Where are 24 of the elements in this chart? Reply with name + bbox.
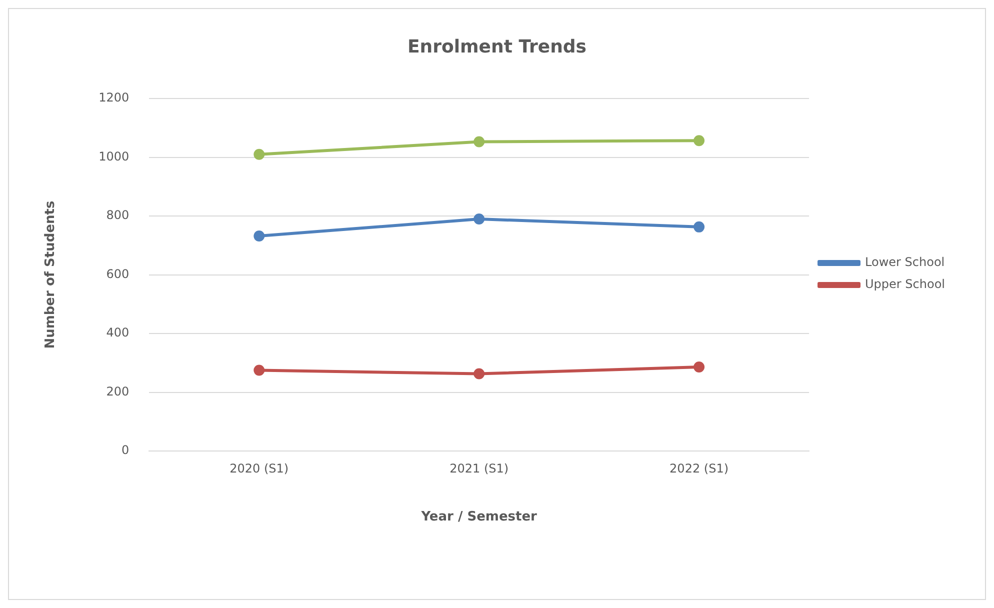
point xyxy=(694,362,705,373)
x-axis-title: Year / Semester xyxy=(420,510,538,525)
y-tick-label: 1000 xyxy=(98,149,130,164)
x-tick-label: 2020 (S1) xyxy=(230,461,289,476)
point xyxy=(254,230,265,242)
y-tick-label: 800 xyxy=(106,208,130,222)
point xyxy=(474,136,485,148)
y-axis-title: Number of Students xyxy=(43,200,58,349)
y-tick-label: 0 xyxy=(122,443,130,458)
point xyxy=(254,148,265,160)
point xyxy=(474,368,485,380)
chart-title: Enrolment Trends xyxy=(408,36,586,58)
y-tick-label: 200 xyxy=(106,384,130,398)
legend-label: Lower School xyxy=(865,255,945,270)
y-tick-label: 600 xyxy=(106,266,130,281)
y-tick-label: 400 xyxy=(106,326,130,340)
x-tick-label: 2022 (S1) xyxy=(670,461,729,476)
legend-label: Upper School xyxy=(865,277,946,292)
y-tick-label: 1200 xyxy=(98,90,130,105)
point xyxy=(694,221,705,232)
point xyxy=(694,135,705,146)
point xyxy=(254,364,265,376)
point xyxy=(474,214,485,225)
x-tick-label: 2021 (S1) xyxy=(450,461,509,476)
